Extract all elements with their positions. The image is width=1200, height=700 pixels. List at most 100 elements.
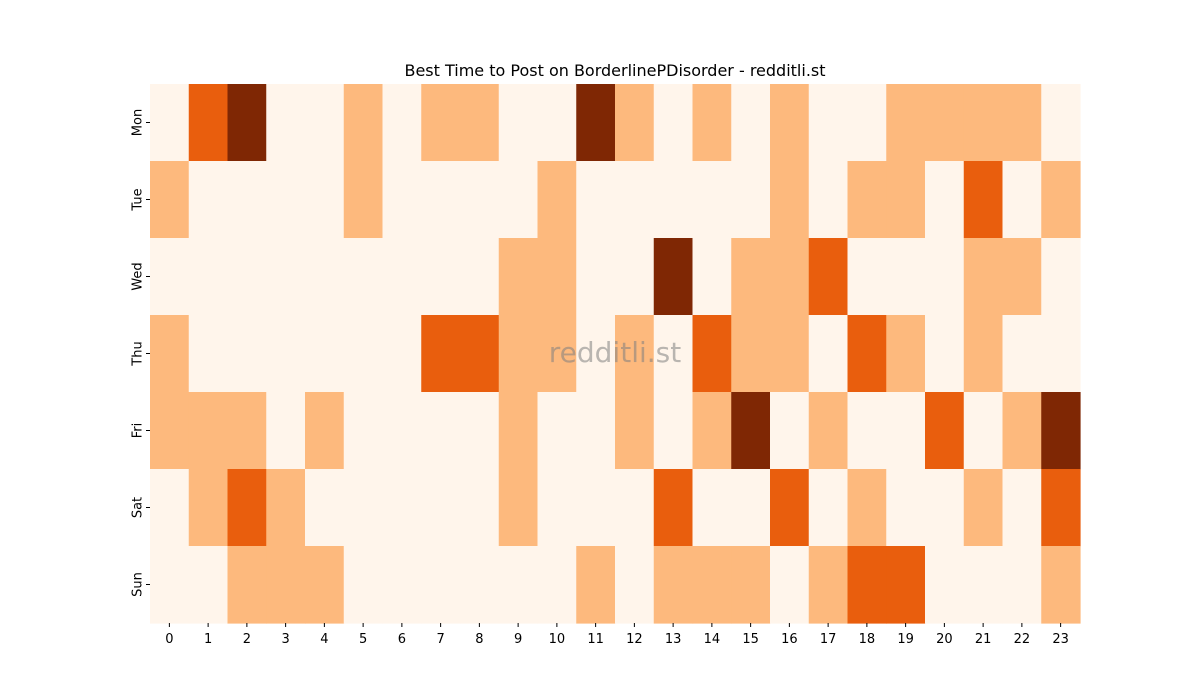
heatmap-cell-sun-5 (343, 546, 384, 624)
heatmap-cell-sat-22 (1002, 469, 1042, 547)
x-tick-label: 22 (1014, 632, 1031, 647)
heatmap-cell-fri-7 (421, 392, 461, 470)
heatmap-cell-wed-19 (886, 238, 926, 316)
heatmap-cell-thu-10 (537, 315, 577, 393)
heatmap-cell-mon-4 (305, 84, 345, 162)
heatmap-cell-sat-4 (305, 469, 345, 547)
heatmap-cell-thu-13 (653, 315, 694, 393)
x-tick-label: 11 (587, 632, 604, 647)
heatmap-cell-tue-4 (305, 161, 345, 239)
heatmap-cell-sat-14 (692, 469, 732, 547)
x-tick-label: 5 (359, 632, 367, 647)
heatmap-cell-wed-10 (537, 238, 577, 316)
heatmap-cell-wed-23 (1041, 238, 1081, 316)
heatmap-cell-tue-14 (692, 161, 732, 239)
heatmap-cell-thu-2 (227, 315, 267, 393)
heatmap-cell-wed-18 (847, 238, 887, 316)
heatmap-cell-mon-17 (808, 84, 849, 162)
x-tick-label: 18 (859, 632, 876, 647)
y-tick-label: Sat (131, 497, 146, 518)
heatmap-cell-tue-15 (731, 161, 771, 239)
x-tick-label: 2 (243, 632, 251, 647)
heatmap-cell-sun-12 (615, 546, 655, 624)
heatmap-cell-fri-6 (382, 392, 422, 470)
x-tick-label: 4 (320, 632, 328, 647)
heatmap-cell-thu-19 (886, 315, 926, 393)
heatmap-cell-fri-20 (925, 392, 965, 470)
heatmap-cell-wed-16 (770, 238, 810, 316)
heatmap-cell-wed-15 (731, 238, 771, 316)
y-tick-label: Sun (131, 572, 146, 597)
heatmap-cell-mon-23 (1041, 84, 1081, 162)
heatmap-cell-wed-21 (963, 238, 1004, 316)
x-tick-label: 17 (820, 632, 837, 647)
y-tick-label: Mon (131, 109, 146, 136)
heatmap-cell-sat-16 (770, 469, 810, 547)
watermark: redditli.st (549, 336, 681, 369)
heatmap-cell-thu-3 (266, 315, 306, 393)
heatmap-cell-tue-8 (460, 161, 500, 239)
x-tick-label: 20 (936, 632, 953, 647)
heatmap-cell-sat-9 (498, 469, 539, 547)
y-tick-label: Wed (131, 262, 146, 290)
heatmap-cell-thu-15 (731, 315, 771, 393)
heatmap-cell-tue-6 (382, 161, 422, 239)
heatmap-cell-mon-6 (382, 84, 422, 162)
heatmap-cell-tue-23 (1041, 161, 1081, 239)
heatmap-cell-tue-17 (808, 161, 849, 239)
heatmap-cell-sun-3 (266, 546, 306, 624)
heatmap-cell-sun-18 (847, 546, 887, 624)
heatmap-cell-wed-7 (421, 238, 461, 316)
x-tick-label: 10 (549, 632, 566, 647)
heatmap-cell-wed-20 (925, 238, 965, 316)
heatmap-cell-fri-2 (227, 392, 267, 470)
heatmap-cell-fri-3 (266, 392, 306, 470)
heatmap-cell-tue-16 (770, 161, 810, 239)
heatmap-cell-mon-14 (692, 84, 732, 162)
heatmap-cell-thu-1 (188, 315, 229, 393)
heatmap-cell-sat-23 (1041, 469, 1081, 547)
heatmap-cell-mon-13 (653, 84, 694, 162)
heatmap-cell-sun-20 (925, 546, 965, 624)
heatmap-cell-tue-7 (421, 161, 461, 239)
heatmap-cell-sun-16 (770, 546, 810, 624)
heatmap-cell-wed-8 (460, 238, 500, 316)
heatmap-cell-fri-8 (460, 392, 500, 470)
heatmap-cell-wed-5 (343, 238, 384, 316)
heatmap-cell-tue-2 (227, 161, 267, 239)
heatmap-cell-fri-4 (305, 392, 345, 470)
heatmap-cell-sun-15 (731, 546, 771, 624)
x-tick-label: 9 (514, 632, 522, 647)
heatmap-cell-sun-11 (576, 546, 616, 624)
heatmap-cell-tue-22 (1002, 161, 1042, 239)
heatmap-cell-thu-0 (150, 315, 190, 393)
heatmap-cell-fri-15 (731, 392, 771, 470)
heatmap-cell-sun-23 (1041, 546, 1081, 624)
heatmap-cell-tue-12 (615, 161, 655, 239)
heatmap-cell-wed-12 (615, 238, 655, 316)
heatmap-cell-sun-7 (421, 546, 461, 624)
y-tick-label: Fri (131, 423, 146, 439)
heatmap-cell-thu-5 (343, 315, 384, 393)
heatmap-cell-thu-9 (498, 315, 539, 393)
heatmap-cell-sun-8 (460, 546, 500, 624)
heatmap-cell-fri-19 (886, 392, 926, 470)
x-tick-label: 12 (626, 632, 643, 647)
heatmap-cell-tue-21 (963, 161, 1004, 239)
heatmap-cell-tue-13 (653, 161, 694, 239)
heatmap-cell-wed-13 (653, 238, 694, 316)
heatmap-cell-mon-16 (770, 84, 810, 162)
x-tick-label: 15 (742, 632, 759, 647)
heatmap-cell-fri-13 (653, 392, 694, 470)
heatmap-cell-tue-11 (576, 161, 616, 239)
heatmap-cell-tue-5 (343, 161, 384, 239)
heatmap-cell-wed-6 (382, 238, 422, 316)
heatmap-cell-sat-2 (227, 469, 267, 547)
heatmap-cell-sat-6 (382, 469, 422, 547)
heatmap-cell-sat-1 (188, 469, 229, 547)
heatmap-cell-mon-9 (498, 84, 539, 162)
heatmap-cell-sat-20 (925, 469, 965, 547)
x-tick-label: 16 (781, 632, 798, 647)
heatmap-cell-tue-1 (188, 161, 229, 239)
heatmap-cell-sun-10 (537, 546, 577, 624)
